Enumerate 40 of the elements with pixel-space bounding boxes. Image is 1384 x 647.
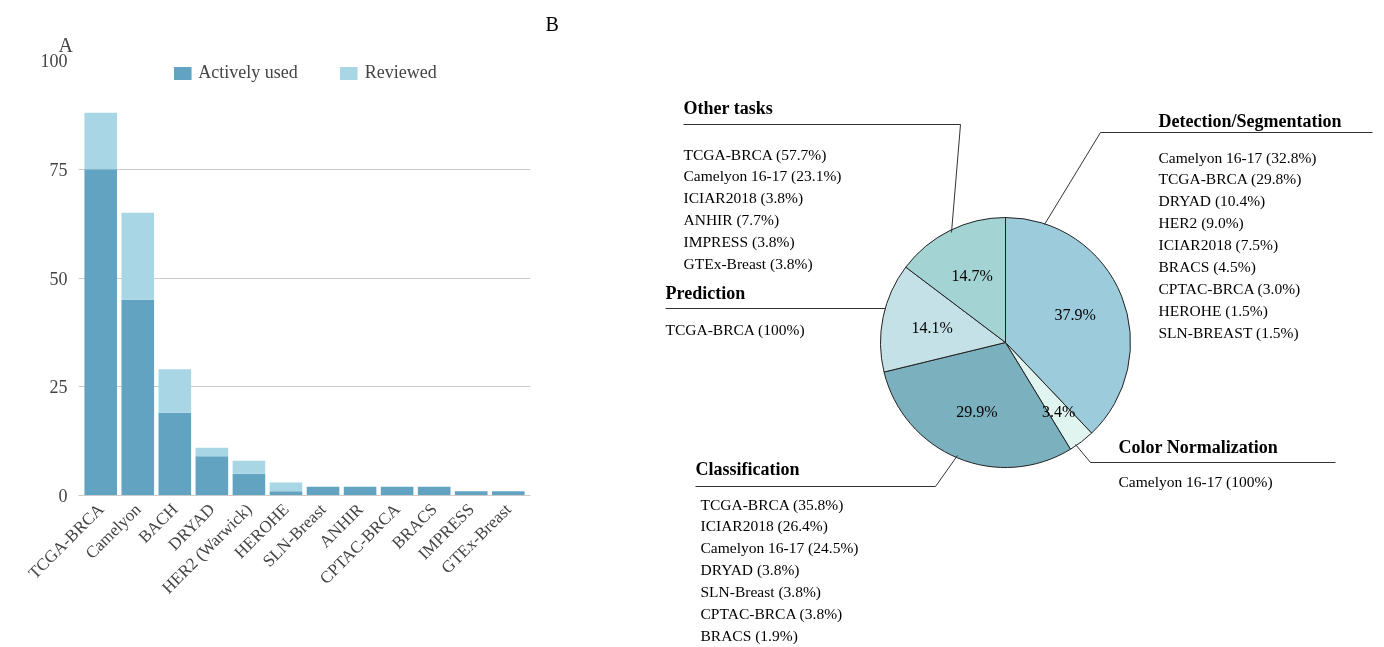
slice-label: Other tasks xyxy=(683,97,773,118)
text: TCGA-BRCA (35.8%) ICIAR2018 (26.4%) Camelyon 16-17 (24.5%) DRYAD (3.8%) SLN-Breast (3.8%) CPTAC-BRCA (3.8%) BRACS (1.9%) xyxy=(700,495,859,646)
bar xyxy=(491,491,525,496)
data-label: 29.9% xyxy=(956,403,998,421)
bar xyxy=(158,369,192,413)
slice-label: Classification xyxy=(695,458,800,479)
bar xyxy=(195,447,229,457)
legend-label: Reviewed xyxy=(364,62,437,83)
bar xyxy=(121,212,155,300)
data-label: 37.9% xyxy=(1054,306,1096,324)
text: Camelyon 16-17 (32.8%) TCGA-BRCA (29.8%) DRYAD (10.4%) HER2 (9.0%) ICIAR2018 (7.5%) BRACS (4.5%) CPTAC-BRCA (3.0%) HEROHE (1.5%) SLN-BREAST (1.5%) xyxy=(1158,148,1317,341)
legend-label: Actively used xyxy=(198,62,298,83)
bar xyxy=(232,460,266,474)
text: Camelyon 16-17 (100%) xyxy=(1118,472,1273,491)
bar xyxy=(417,486,451,496)
slice-label: Prediction xyxy=(665,282,746,303)
bar xyxy=(84,112,118,170)
bar xyxy=(195,456,229,496)
bar xyxy=(84,169,118,496)
text: TCGA-BRCA (57.7%) Camelyon 16-17 (23.1%) ICIAR2018 (3.8%) ANHIR (7.7%) IMPRESS (3.8%) GTEx-Breast (3.8%) xyxy=(683,145,842,274)
slice-label: Detection/Segmentation xyxy=(1158,110,1342,131)
bar xyxy=(232,473,266,496)
bar xyxy=(306,486,340,496)
chart-title: B xyxy=(545,12,559,35)
data-label: 14.1% xyxy=(911,318,953,336)
bar xyxy=(269,491,303,496)
slice-label: Color Normalization xyxy=(1118,436,1278,457)
bar xyxy=(343,486,377,496)
y-tick-label: 100 xyxy=(40,51,68,71)
bar xyxy=(158,412,192,496)
y-tick-label: 0 xyxy=(58,486,68,506)
text: TCGA-BRCA (100%) xyxy=(665,320,805,339)
bar xyxy=(121,299,155,496)
data-label: 14.7% xyxy=(951,266,993,284)
bar xyxy=(454,491,488,496)
y-tick-label: 50 xyxy=(49,268,68,289)
y-tick-label: 25 xyxy=(49,377,68,398)
bar xyxy=(269,482,303,492)
bar xyxy=(380,486,414,496)
y-tick-label: 75 xyxy=(49,159,68,180)
